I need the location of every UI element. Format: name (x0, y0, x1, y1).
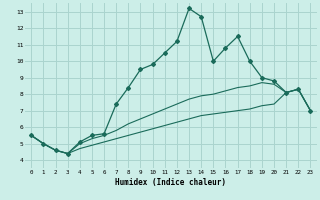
X-axis label: Humidex (Indice chaleur): Humidex (Indice chaleur) (115, 178, 226, 187)
